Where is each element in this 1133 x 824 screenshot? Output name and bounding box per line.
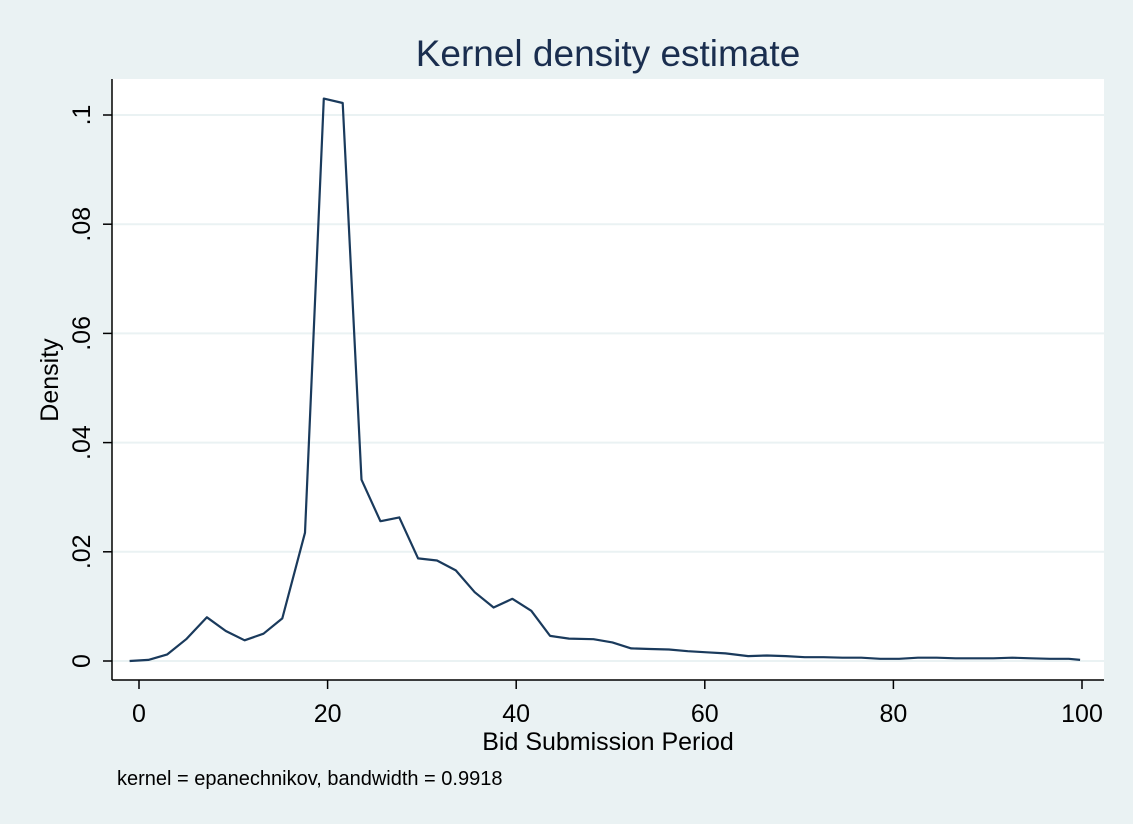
chart-title: Kernel density estimate — [416, 33, 801, 74]
y-tick-label: .04 — [68, 425, 96, 460]
y-axis-ticks: 0 .02 .04 .06 .08 .1 — [68, 105, 112, 668]
y-tick-label: .06 — [68, 316, 96, 351]
x-tick-label: 100 — [1061, 700, 1103, 728]
x-tick-label: 0 — [132, 700, 146, 728]
density-series — [129, 97, 1081, 663]
x-tick-label: 80 — [879, 700, 907, 728]
kernel-note: kernel = epanechnikov, bandwidth = 0.991… — [117, 768, 502, 790]
x-tick-label: 60 — [691, 700, 719, 728]
plot-area — [112, 79, 1104, 680]
y-axis-title: Density — [36, 338, 64, 422]
gridlines — [112, 114, 1104, 662]
y-tick-label: .1 — [68, 105, 96, 126]
y-tick-label: .08 — [68, 207, 96, 242]
density-line — [129, 97, 1081, 663]
x-axis-title: Bid Submission Period — [482, 728, 734, 756]
x-tick-label: 20 — [314, 700, 342, 728]
y-tick-label: .02 — [68, 534, 96, 569]
x-axis-ticks: 0 20 40 60 80 100 — [132, 680, 1103, 728]
y-tick-label: 0 — [68, 654, 96, 668]
x-tick-label: 40 — [502, 700, 530, 728]
